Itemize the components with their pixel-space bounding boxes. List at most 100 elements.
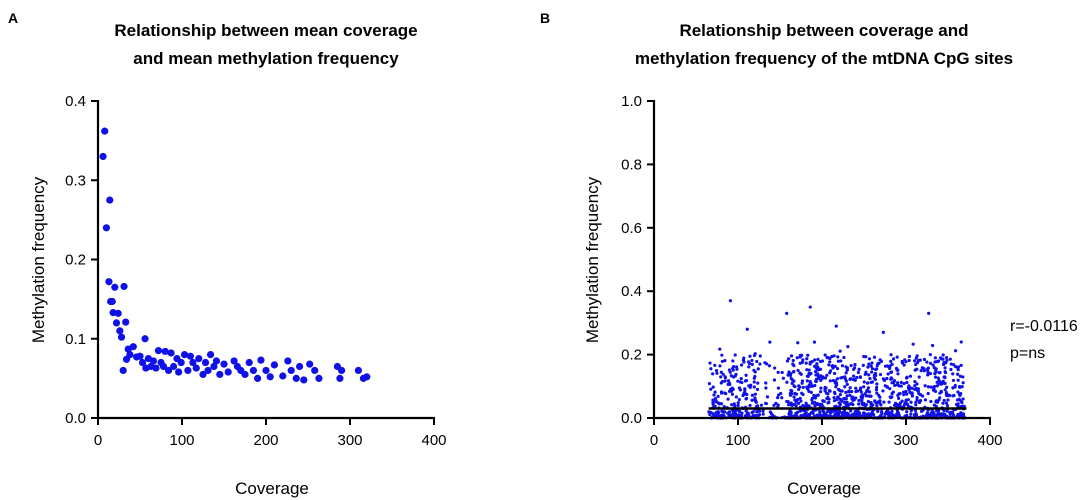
panel-b-data-point [863,392,867,396]
panel-b-y-tick-label: 0.6 [621,220,642,237]
panel-b-data-point [814,366,818,370]
panel-b-data-point [902,393,906,397]
panel-b-data-point [861,363,865,367]
panel-b-data-point [835,367,840,371]
panel-b-data-point [943,381,947,385]
panel-b-data-point [870,361,874,365]
panel-a-data-point [270,361,278,369]
panel-b-data-point [845,401,849,405]
panel-b-data-point [843,385,847,389]
panel-b-data-point [902,404,906,408]
panel-a-data-point [154,347,163,355]
panel-b-data-point [745,327,749,331]
panel-b-data-point [840,389,844,393]
panel-a-data-point [141,335,149,343]
panel-b-data-point [840,364,845,368]
panel-a-data-point [108,297,116,306]
panel-b-data-point [736,379,740,383]
correlation-p-annotation: p=ns [1010,345,1045,362]
panel-b-data-point [867,412,871,416]
panel-b-data-point [875,364,879,368]
panel-b-data-point [892,380,896,385]
panel-a-y-tick-label: 0.3 [65,172,86,189]
panel-b-data-point [828,379,832,383]
panel-a-data-point [257,356,265,364]
panel-a-data-point [201,358,210,367]
panel-b-data-point [764,401,768,405]
panel-b-data-point [758,362,762,366]
panel-a-data-point [266,373,274,381]
panel-b-data-point [918,399,922,403]
panel-b-data-point [869,412,873,416]
panel-b-data-point [743,391,747,395]
panel-b-data-point [734,395,738,399]
panel-b-data-point [929,361,933,365]
panel-b-data-point [867,390,872,394]
panel-b-data-point [844,371,848,375]
panel-b-data-point [919,369,923,373]
panel-a-data-point [292,374,300,382]
panel-b-data-point [793,391,797,396]
panel-a-data-point [300,376,308,384]
panel-b-data-point [957,397,961,401]
panel-b-data-point [759,403,764,407]
panel-a-data-point [106,196,114,204]
panel-b-data-point [764,386,768,390]
panel-b-data-point [726,411,730,415]
panel-b-data-point [796,341,800,345]
panel-b-data-point [923,384,927,388]
panel-b-data-point [804,411,808,415]
panel-b-y-tick-label: 0.4 [621,283,642,300]
panel-b-data-point [893,383,897,387]
panel-b-data-point [765,395,770,399]
panel-b-data-point [748,403,752,408]
panel-b-data-point [729,389,734,393]
panel-a-data-point [117,333,126,341]
panel-b-data-point [896,372,900,376]
panel-b-data-point [752,353,757,358]
panel-b-data-point [848,402,852,406]
panel-b-data-point [733,404,737,408]
panel-b-data-point [878,372,883,377]
panel-b-data-point [798,396,802,400]
panel-b-data-point [852,374,856,378]
panel-b-data-point [895,402,899,407]
panel-b-data-point [813,383,817,388]
panel-b-data-point [902,381,906,386]
panel-b-data-point [909,391,913,395]
panel-a-x-tick-label: 300 [337,432,362,449]
panel-b-data-point [750,398,754,402]
panel-b-data-point [743,387,747,391]
panel-a-x-tick-label: 100 [169,432,194,449]
panel-b-data-point [789,411,793,415]
panel-a-data-point [177,358,185,367]
panel-b-data-point [835,412,840,416]
panel-b-data-point [873,399,877,403]
panel-b-data-point [961,397,965,401]
panel-b-data-point [858,388,863,392]
panel-b-data-point [806,353,810,357]
panel-b-data-point [903,358,907,362]
panel-b-data-point [872,355,877,359]
panel-b-data-point [854,386,858,390]
panel-b-data-point [736,401,740,405]
panel-b-data-point [926,369,930,374]
panel-b-data-point [896,393,900,398]
panel-b-y-tick-label: 0.2 [621,347,642,364]
panel-b-data-point [709,410,713,415]
panel-b-data-point [960,404,965,408]
panel-b-data-point [895,409,900,413]
panel-b-data-point [823,353,827,357]
panel-b-data-point [752,385,756,389]
panel-b-data-point [959,363,963,367]
panel-b-data-point [810,401,814,405]
panel-b-data-point [856,413,861,417]
panel-b-data-point [836,359,841,363]
panel-b-data-point [827,363,831,367]
panel-a-data-point [192,364,200,372]
panel-b-data-point [821,399,825,403]
panel-a-x-axis-label: Coverage [235,479,309,498]
panel-b-data-point [933,389,938,393]
panel-b-data-point [852,398,856,402]
panel-b-data-point [776,370,780,374]
